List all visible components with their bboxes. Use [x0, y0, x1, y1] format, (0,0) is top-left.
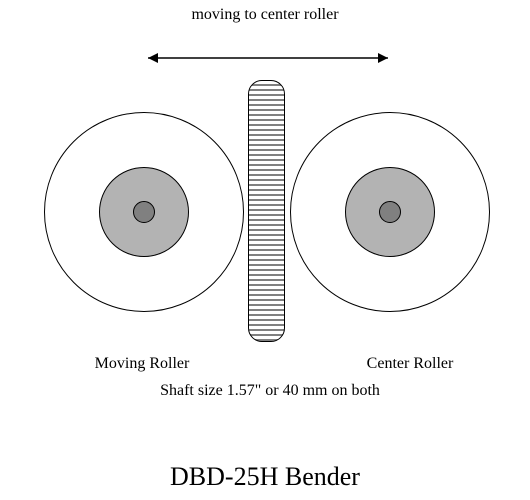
top-caption: moving to center roller	[0, 6, 530, 24]
center-bar	[248, 80, 285, 342]
moving-roller-label: Moving Roller	[62, 355, 222, 373]
center-roller-label: Center Roller	[330, 355, 490, 373]
shaft-note: Shaft size 1.57" or 40 mm on both	[140, 382, 400, 400]
diagram-title: DBD-25H Bender	[0, 462, 530, 492]
double-arrow	[148, 48, 388, 68]
